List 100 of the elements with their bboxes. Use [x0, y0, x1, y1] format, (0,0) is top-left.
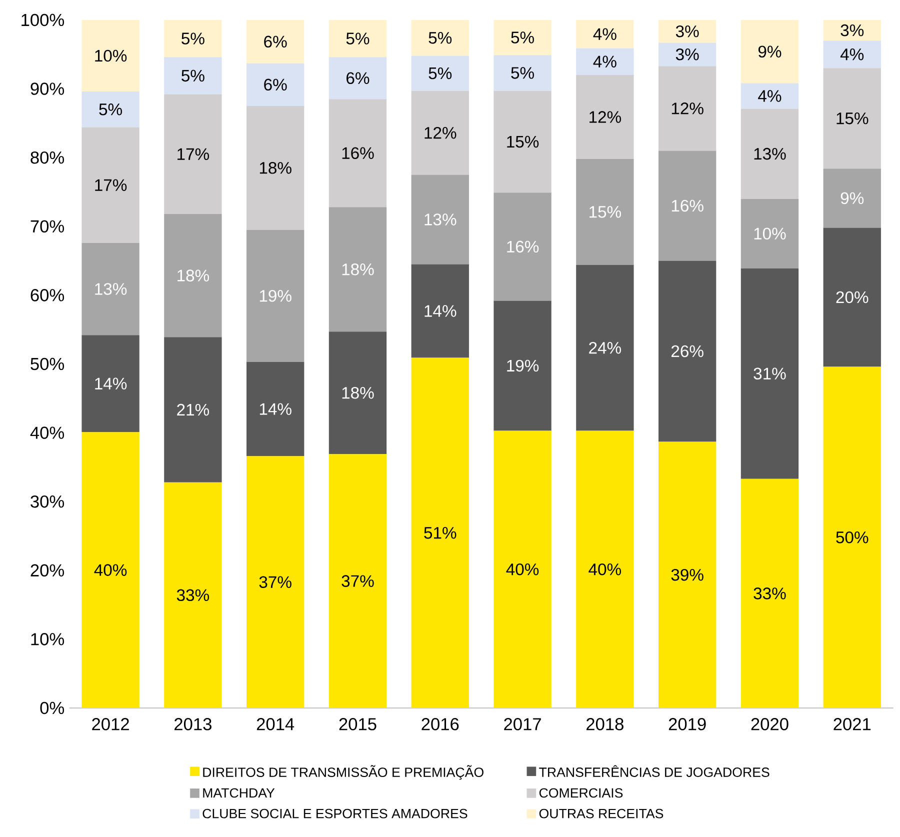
- y-tick-label: 30%: [30, 495, 64, 508]
- bar: [82, 432, 140, 708]
- x-tick-label: 2021: [834, 718, 871, 730]
- data-label: 15%: [590, 206, 622, 218]
- legend-label: TRANSFERÊNCIAS DE JOGADORES: [539, 765, 770, 777]
- bar: [740, 83, 799, 109]
- bar: [164, 20, 222, 57]
- data-label: 31%: [754, 368, 786, 380]
- data-label: 37%: [259, 576, 292, 588]
- data-label: 40%: [506, 563, 539, 576]
- data-label: 39%: [671, 568, 704, 581]
- data-label: 5%: [511, 32, 534, 44]
- bar: [576, 430, 634, 708]
- data-label: 10%: [754, 228, 786, 240]
- data-label: 13%: [424, 213, 456, 226]
- legend-label: COMERCIAIS: [539, 788, 623, 798]
- y-tick-label: 0%: [40, 702, 64, 714]
- bar: [494, 430, 552, 708]
- x-tick-label: 2017: [504, 718, 541, 730]
- bar: [576, 74, 634, 159]
- y-tick-label: 80%: [30, 151, 64, 164]
- bar: [411, 264, 469, 358]
- data-label: 3%: [676, 48, 699, 60]
- data-label: 33%: [176, 589, 210, 601]
- data-label: 6%: [264, 36, 287, 48]
- bar: [823, 68, 881, 168]
- data-label: 14%: [95, 378, 127, 390]
- bar: [328, 56, 387, 99]
- bar: [658, 150, 716, 261]
- legend-label: DIREITOS DE TRANSMISSÃO E PREMIAÇÃO: [203, 765, 484, 780]
- data-label: 19%: [507, 360, 539, 372]
- data-label: 13%: [95, 282, 127, 295]
- data-label: 14%: [424, 305, 456, 317]
- bar: [246, 230, 304, 362]
- data-label: 21%: [177, 404, 210, 416]
- bar: [164, 56, 222, 94]
- data-label: 12%: [590, 110, 622, 123]
- bar: [823, 366, 881, 708]
- legend-label: CLUBE SOCIAL E ESPORTES AMADORES: [202, 808, 468, 818]
- data-label: 15%: [507, 136, 539, 148]
- bar: [246, 106, 304, 230]
- data-label: 50%: [836, 531, 868, 544]
- bar: [658, 42, 716, 66]
- data-label: 5%: [182, 32, 204, 44]
- data-label: 4%: [593, 56, 616, 68]
- bar: [576, 48, 634, 75]
- data-label: 10%: [95, 50, 127, 62]
- data-label: 12%: [424, 126, 456, 139]
- bar: [82, 91, 140, 128]
- bar: [494, 192, 552, 301]
- bar: [164, 337, 222, 482]
- data-label: 20%: [836, 291, 868, 303]
- bar: [411, 56, 469, 91]
- y-tick-label: 100%: [22, 14, 64, 26]
- data-label: 6%: [264, 78, 287, 90]
- bar: [328, 20, 387, 57]
- data-label: 16%: [507, 240, 539, 252]
- data-label: 9%: [840, 192, 864, 204]
- bar: [658, 260, 716, 442]
- x-tick-label: 2012: [92, 718, 129, 730]
- data-label: 12%: [672, 102, 704, 114]
- bar: [740, 198, 799, 268]
- data-label: 3%: [840, 24, 864, 36]
- data-label: 17%: [95, 179, 127, 191]
- legend-label: OUTRAS RECEITAS: [539, 808, 664, 818]
- bar: [740, 108, 799, 199]
- y-tick-label: 50%: [30, 358, 64, 370]
- bar: [246, 362, 304, 456]
- data-label: 5%: [428, 67, 452, 80]
- data-label: 19%: [260, 290, 292, 302]
- y-tick-label: 70%: [30, 220, 64, 232]
- bar: [164, 94, 222, 214]
- data-label: 5%: [428, 32, 452, 44]
- data-label: 13%: [754, 148, 786, 160]
- data-label: 3%: [676, 25, 699, 38]
- bar: [494, 54, 552, 91]
- data-label: 33%: [754, 587, 786, 600]
- bar: [328, 454, 387, 708]
- bar: [823, 20, 881, 40]
- bar: [328, 206, 387, 332]
- bar: [246, 20, 304, 64]
- bar: [411, 20, 469, 56]
- bar: [246, 63, 304, 106]
- data-label: 9%: [758, 46, 782, 58]
- bar: [823, 40, 881, 68]
- data-label: 14%: [260, 403, 292, 415]
- bar: [82, 127, 140, 243]
- y-tick-label: 90%: [30, 82, 64, 95]
- bar: [82, 20, 140, 92]
- x-tick-label: 2014: [256, 718, 294, 730]
- bar: [411, 358, 469, 708]
- bar: [164, 214, 222, 337]
- data-label: 18%: [342, 386, 374, 399]
- bar: [740, 268, 799, 479]
- data-label: 16%: [342, 147, 374, 159]
- data-label: 24%: [589, 342, 622, 354]
- data-label: 40%: [588, 563, 622, 576]
- data-label: 40%: [94, 564, 127, 576]
- bar: [494, 300, 552, 431]
- data-label: 4%: [758, 90, 782, 102]
